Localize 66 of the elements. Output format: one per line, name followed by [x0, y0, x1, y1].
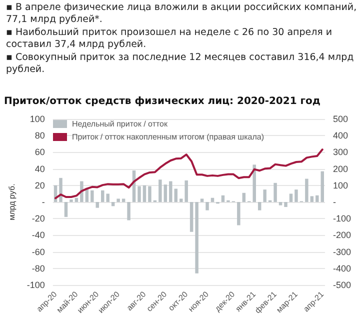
y-tick-label: -60 [32, 246, 45, 257]
bar [142, 185, 146, 202]
bar [127, 202, 130, 220]
y2-tick-label: -100 [333, 214, 352, 224]
y-tick-label: 20 [34, 180, 45, 190]
y2-tick-label: -400 [333, 263, 352, 274]
bar [190, 202, 194, 232]
bar [242, 192, 246, 202]
bar [179, 198, 183, 202]
y-tick-label: -80 [32, 263, 45, 274]
text: ▪ Наибольший приток произошел на неделе с 26 по 30 апреля и составил 37,4 млрд рублей. [6, 27, 334, 51]
bar [116, 198, 120, 202]
bar [158, 180, 162, 202]
line-series [54, 148, 324, 200]
y2-tick-label: -500 [333, 280, 352, 290]
bar [305, 178, 308, 202]
y2-tick-label: - [333, 197, 336, 207]
text: ▪ В апреле физические лица вложили в акции российских компаний, 77,1 млрд рублей*. [6, 2, 357, 26]
bar [164, 184, 168, 202]
bar [294, 190, 298, 202]
legend-label: Приток / отток накопленным итогом (правая шкала) [72, 132, 264, 142]
bar [169, 181, 172, 202]
bar [184, 180, 188, 202]
bar [289, 194, 293, 202]
bar [101, 190, 104, 202]
legend-label: Недельный приток / отток [72, 120, 168, 128]
bar [310, 196, 314, 202]
bar [96, 202, 100, 208]
bar [278, 202, 282, 206]
y2-tick-label: 300 [333, 147, 348, 158]
bar [320, 171, 324, 202]
bar [106, 194, 110, 202]
y-tick-label: 40 [34, 164, 45, 174]
bar [174, 188, 178, 202]
bar [258, 202, 262, 210]
bar [148, 186, 152, 202]
y-axis-title: млрд руб. [8, 184, 16, 220]
y2-tick-label: -200 [333, 230, 352, 240]
bar [200, 198, 204, 202]
bar [316, 195, 319, 202]
bar [284, 202, 288, 207]
y-tick-label: 60 [34, 147, 45, 158]
bar [274, 182, 277, 202]
y2-tick-label: 100 [333, 180, 348, 190]
bar [138, 186, 141, 202]
y2-tick-label: 200 [333, 164, 348, 174]
text: ▪ Совокупный приток за последние 12 месяцев составил 316,4 млрд рублей. [6, 52, 355, 76]
y-tick-label: -40 [32, 230, 45, 240]
bar [206, 202, 209, 210]
chart-title: Приток/отток средств физических лиц: 2020-2021 год [4, 96, 322, 107]
bar [64, 202, 68, 217]
y-tick-label: - [42, 197, 45, 207]
bar [59, 178, 62, 202]
bar [122, 198, 126, 202]
bar [237, 202, 240, 226]
y2-tick-label: -300 [333, 246, 352, 257]
y-tick-label: -20 [32, 214, 45, 224]
bar [263, 190, 266, 202]
y-tick-label: -100 [26, 280, 45, 290]
y-tick-label: 100 [30, 114, 45, 124]
y-tick-label: 80 [34, 130, 45, 141]
bar [195, 202, 198, 274]
y2-tick-label: 500 [333, 114, 348, 124]
bar [90, 190, 94, 202]
bar [221, 195, 225, 202]
y2-tick-label: 400 [333, 130, 348, 141]
